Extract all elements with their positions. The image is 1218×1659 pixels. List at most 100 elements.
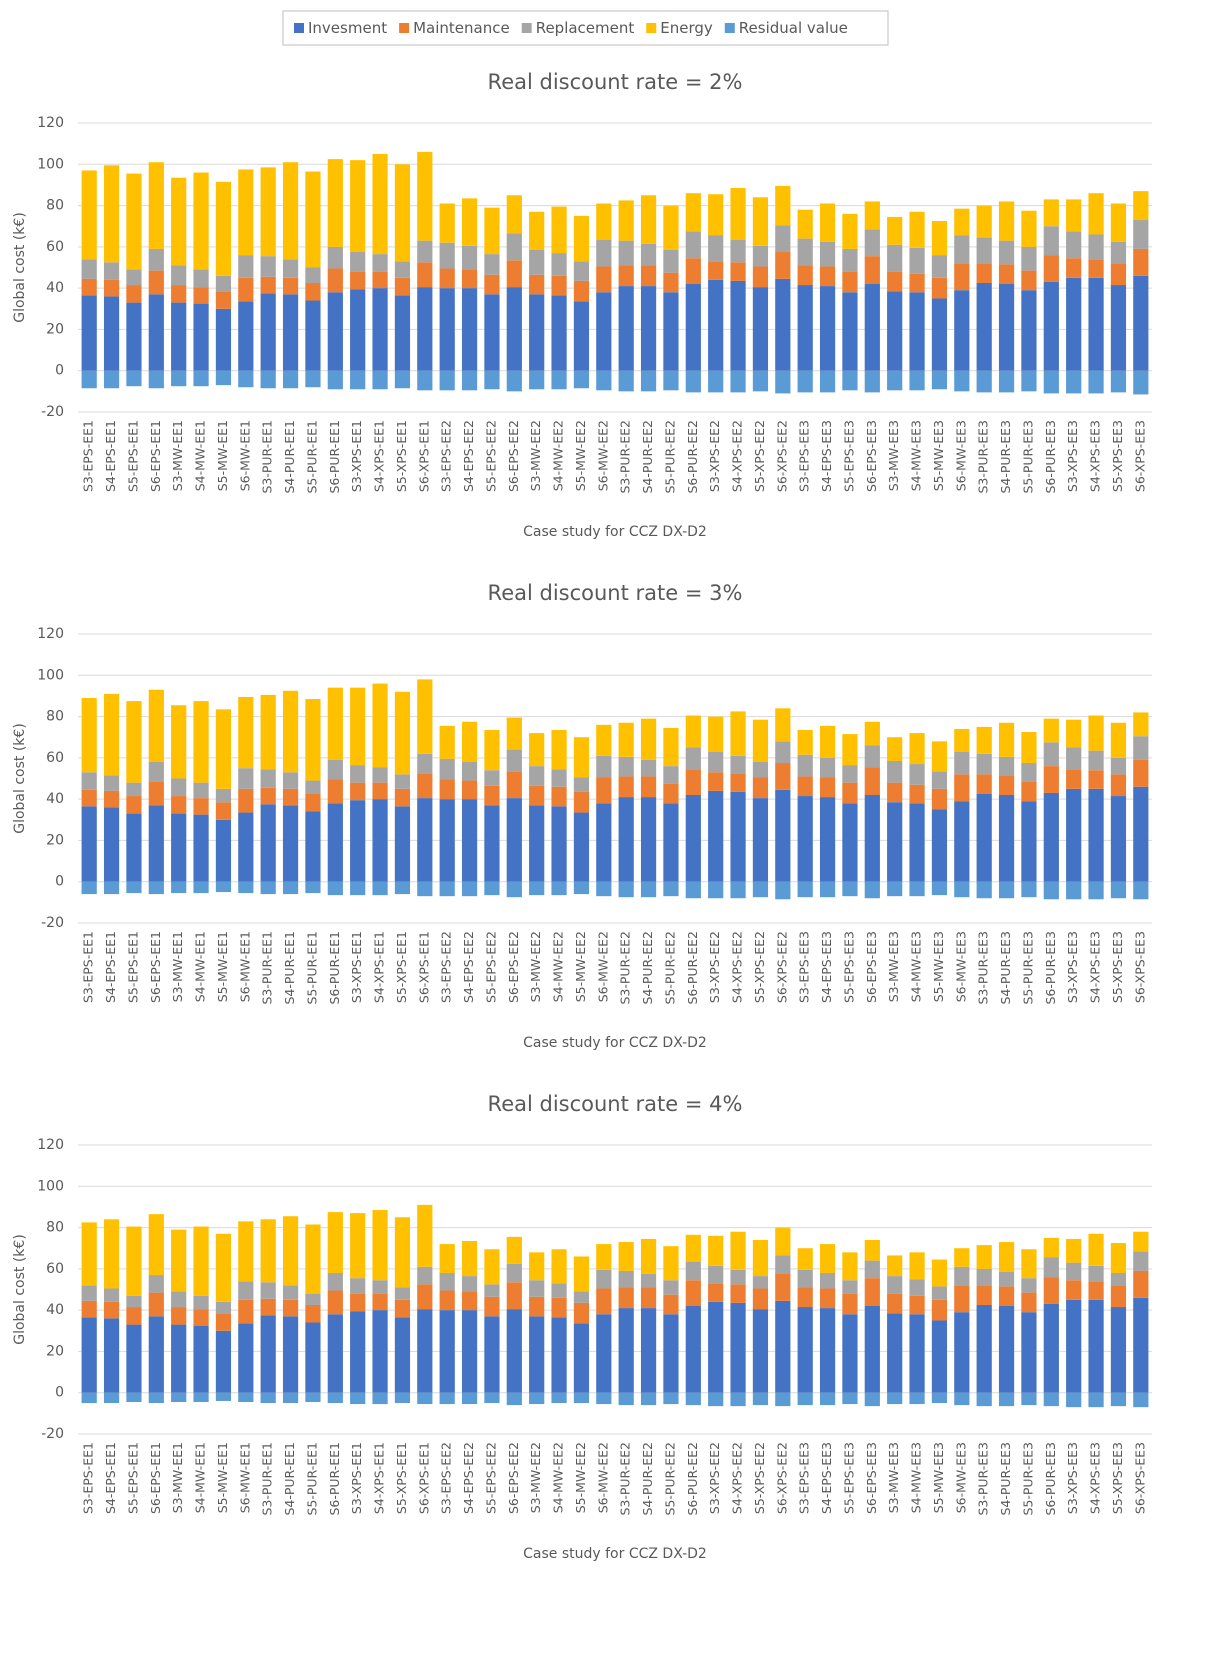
bar-segment: [417, 151, 433, 241]
bar-segment: [171, 302, 187, 371]
bar-segment: [484, 729, 500, 771]
bar-segment: [372, 1392, 388, 1405]
bar-segment: [148, 1392, 164, 1404]
bar-segment: [1110, 370, 1127, 393]
bar-segment: [350, 687, 366, 766]
bar-segment: [350, 782, 366, 801]
bar-segment: [215, 819, 232, 882]
bar-segment: [1021, 1278, 1037, 1293]
x-tick-label: S5-PUR-EE2: [662, 931, 677, 1005]
bar-segment: [1066, 769, 1082, 789]
bar-segment: [1066, 277, 1082, 371]
bar-segment: [1043, 370, 1059, 394]
bar-segment: [260, 1282, 276, 1299]
x-tick-label: S4-EPS-EE1: [103, 420, 118, 492]
bar-segment: [685, 193, 701, 232]
bar-segment: [171, 881, 187, 894]
x-tick-label: S4-XPS-EE1: [372, 931, 387, 1003]
x-tick-label: S3-MW-EE1: [170, 931, 185, 1002]
bar-segment: [171, 1392, 187, 1403]
bar-segment: [775, 185, 791, 226]
bar-segment: [282, 805, 299, 882]
bar-segment: [1043, 1237, 1059, 1258]
bar-segment: [260, 804, 276, 882]
bar-segment: [260, 694, 276, 770]
bar-segment: [730, 1284, 746, 1303]
bar-segment: [775, 789, 791, 882]
bar-segment: [215, 1301, 232, 1314]
bar-segment: [81, 1285, 97, 1301]
bar-segment: [193, 1325, 209, 1393]
bar-segment: [1088, 1392, 1104, 1408]
bar-segment: [238, 277, 254, 302]
bar-segment: [193, 881, 209, 894]
bar-segment: [394, 691, 411, 775]
bar-segment: [708, 279, 724, 371]
bar-segment: [819, 266, 836, 287]
bar-segment: [931, 1299, 948, 1321]
bar-segment: [282, 881, 299, 895]
bar-segment: [529, 1296, 545, 1317]
bar-segment: [148, 761, 164, 782]
bar-segment: [954, 751, 970, 775]
bar-segment: [931, 277, 948, 299]
bar-segment: [842, 1392, 858, 1405]
bar-segment: [752, 777, 769, 799]
bar-segment: [103, 775, 120, 791]
bar-segment: [417, 773, 433, 799]
bar-segment: [171, 177, 187, 266]
bar-segment: [1110, 796, 1127, 882]
bar-segment: [551, 370, 567, 390]
bar-segment: [529, 805, 545, 882]
bar-segment: [1110, 1243, 1127, 1273]
x-tick-label: S6-PUR-EE3: [1043, 420, 1058, 494]
x-tick-label: S3-EPS-EE2: [439, 1442, 454, 1514]
bar-segment: [752, 1392, 769, 1406]
x-tick-label: S4-MW-EE1: [193, 420, 208, 491]
bar-segment: [506, 717, 522, 750]
bar-segment: [596, 266, 612, 293]
bar-segment: [976, 263, 992, 283]
bar-segment: [372, 271, 388, 289]
y-tick-label: 0: [55, 874, 64, 890]
bar-segment: [819, 1308, 836, 1393]
bar-segment: [976, 1268, 992, 1286]
bar-segment: [506, 195, 522, 234]
bar-segment: [954, 1248, 970, 1267]
bar-segment: [238, 255, 254, 278]
bar-segment: [461, 1310, 478, 1393]
bar-segment: [148, 1316, 164, 1393]
bar-segment: [909, 211, 925, 248]
x-tick-label: S4-PUR-EE1: [282, 420, 297, 494]
bar-segment: [596, 724, 612, 756]
bar-segment: [909, 1295, 925, 1315]
bar-segment: [730, 280, 746, 371]
x-tick-label: S6-EPS-EE2: [506, 931, 521, 1003]
bar-segment: [640, 1308, 657, 1393]
bar-segment: [976, 1392, 992, 1407]
bar-segment: [573, 1256, 590, 1292]
bar-segment: [931, 881, 948, 896]
bar-segment: [1043, 1303, 1059, 1393]
bar-segment: [708, 1392, 724, 1407]
bar-segment: [327, 370, 343, 390]
bar-segment: [596, 1392, 612, 1405]
bar-segment: [461, 761, 478, 781]
bar-segment: [708, 1283, 724, 1302]
bar-segment: [1043, 1257, 1059, 1278]
bar-segment: [663, 1314, 679, 1393]
bar-segment: [215, 802, 232, 820]
bar-segment: [596, 1314, 612, 1393]
bar-segment: [752, 266, 769, 288]
bar-segment: [842, 292, 858, 371]
x-tick-label: S4-PUR-EE3: [998, 931, 1013, 1005]
bar-segment: [1066, 199, 1082, 232]
bar-segment: [909, 370, 925, 391]
bar-segment: [976, 774, 992, 794]
x-tick-label: S5-XPS-EE1: [394, 1442, 409, 1514]
bar-segment: [596, 1269, 612, 1289]
x-tick-label: S5-XPS-EE2: [752, 420, 767, 492]
bar-segment: [506, 1282, 522, 1310]
bar-segment: [1110, 1307, 1127, 1393]
bar-segment: [81, 1317, 97, 1393]
